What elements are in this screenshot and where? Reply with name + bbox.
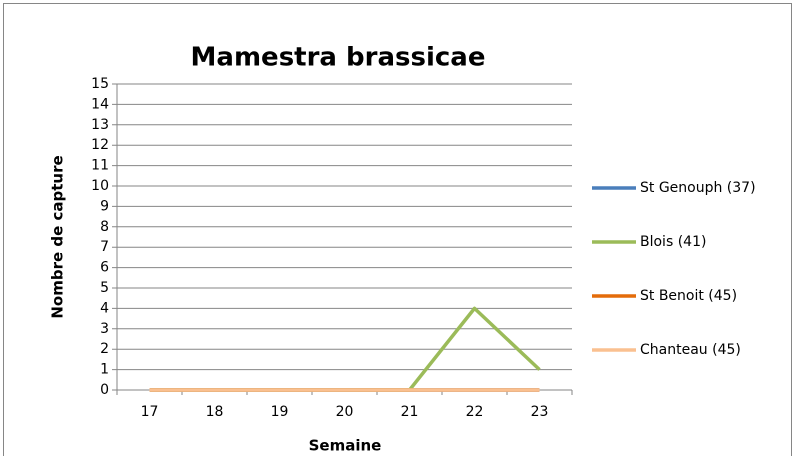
- chart-frame: [3, 3, 792, 456]
- y-tick-label: 15: [91, 76, 109, 92]
- x-tick-label: 17: [141, 404, 159, 420]
- x-tick-label: 21: [401, 404, 419, 420]
- x-tick-label: 18: [206, 404, 224, 420]
- x-tick-label: 20: [336, 404, 354, 420]
- y-tick-label: 9: [100, 198, 109, 214]
- y-tick-label: 7: [100, 239, 109, 255]
- y-tick-label: 3: [100, 321, 109, 337]
- y-tick-label: 4: [100, 300, 109, 316]
- legend-label: St Genouph (37): [640, 180, 756, 196]
- y-tick-label: 2: [100, 341, 109, 357]
- y-tick-label: 5: [100, 280, 109, 296]
- y-tick-label: 8: [100, 219, 109, 235]
- y-tick-label: 6: [100, 260, 109, 276]
- y-axis-title: Nombre de capture: [49, 155, 67, 318]
- y-tick-label: 10: [91, 178, 109, 194]
- x-tick-label: 19: [271, 404, 289, 420]
- y-tick-label: 14: [91, 96, 109, 112]
- y-tick-label: 11: [91, 158, 109, 174]
- legend-label: Chanteau (45): [640, 342, 741, 358]
- x-axis-title: Semaine: [309, 437, 382, 455]
- y-tick-label: 12: [91, 137, 109, 153]
- x-tick-label: 23: [531, 404, 549, 420]
- legend-label: Blois (41): [640, 234, 706, 250]
- x-tick-label: 22: [466, 404, 484, 420]
- y-tick-label: 0: [100, 382, 109, 398]
- chart-title: Mamestra brassicae: [191, 43, 486, 73]
- y-tick-label: 13: [91, 117, 109, 133]
- y-tick-label: 1: [100, 362, 109, 378]
- legend-label: St Benoit (45): [640, 288, 737, 304]
